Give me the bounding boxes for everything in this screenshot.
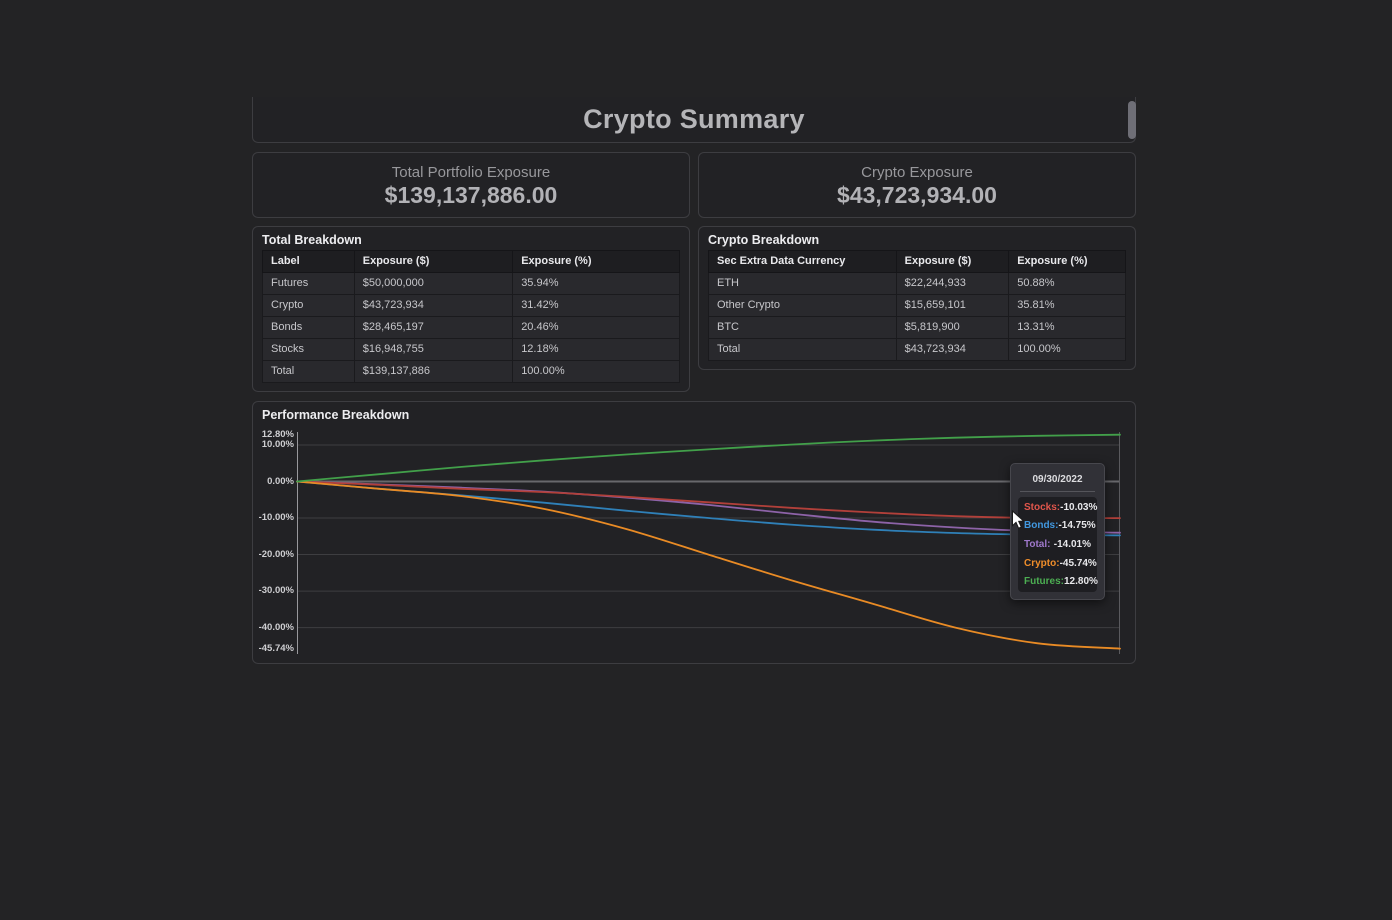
column-header: Label	[262, 250, 355, 273]
tooltip-row: Crypto: -45.74%	[1024, 554, 1097, 573]
tooltip-separator	[1020, 491, 1095, 492]
title-card: Crypto Summary	[252, 97, 1136, 143]
tooltip-series-value: -10.03%	[1060, 501, 1098, 513]
tooltip-row: Total: -14.01%	[1024, 535, 1091, 554]
tooltip-series-label: Crypto:	[1024, 557, 1060, 569]
summary-card-label: Total Portfolio Exposure	[391, 164, 551, 181]
table-row: Stocks $16,948,755 12.18%	[262, 338, 680, 361]
table-cell: ETH	[708, 272, 897, 295]
table-cell: Stocks	[262, 338, 355, 361]
series-line-bonds	[296, 480, 1121, 537]
y-axis-tick-label: -30.00%	[258, 585, 294, 597]
table-cell: 13.31%	[1008, 316, 1126, 339]
total-breakdown-table: Label Exposure ($) Exposure (%) Futures $50,…	[262, 250, 680, 383]
y-axis-tick-label: -10.00%	[258, 512, 294, 524]
table-cell: $43,723,934	[895, 338, 1010, 361]
total-breakdown-card: Total Breakdown Label Exposure ($) Exposur…	[252, 226, 690, 392]
tooltip-row: Stocks: -10.03%	[1024, 498, 1097, 517]
table-cell: BTC	[708, 316, 897, 339]
table-cell: Total	[708, 338, 897, 361]
scrollbar-thumb[interactable]	[1128, 101, 1136, 139]
y-axis-tick-label: 0.00%	[267, 475, 294, 487]
y-axis-tick-label: -20.00%	[258, 548, 294, 560]
table-cell: $139,137,886	[353, 360, 514, 383]
table-row: Bonds $28,465,197 20.46%	[262, 316, 680, 339]
tooltip-series-label: Bonds:	[1024, 520, 1059, 532]
table-cell: 35.94%	[512, 272, 680, 295]
column-header: Exposure (%)	[512, 250, 680, 273]
table-cell: $22,244,933	[895, 272, 1010, 295]
table-cell: Other Crypto	[708, 294, 897, 317]
tooltip-date: 09/30/2022	[1032, 474, 1083, 485]
series-line-total	[296, 480, 1121, 534]
crypto-exposure-card: Crypto Exposure $43,723,934.00	[698, 152, 1136, 218]
column-header: Sec Extra Data Currency	[708, 250, 897, 273]
table-cell: 100.00%	[512, 360, 680, 383]
table-cell: Crypto	[262, 294, 355, 317]
table-cell: 12.18%	[512, 338, 680, 361]
table-row: BTC $5,819,900 13.31%	[708, 316, 1126, 339]
tooltip-row: Bonds: -14.75%	[1024, 517, 1096, 536]
series-line-futures	[296, 433, 1121, 483]
table-cell: 100.00%	[1008, 338, 1126, 361]
table-cell: 31.42%	[512, 294, 680, 317]
tooltip-series-value: -14.01%	[1053, 538, 1091, 550]
crypto-breakdown-card: Crypto Breakdown Sec Extra Data Currency…	[698, 226, 1136, 370]
column-header: Exposure ($)	[353, 250, 514, 273]
total-portfolio-exposure-card: Total Portfolio Exposure $139,137,886.00	[252, 152, 690, 218]
summary-card-value: $43,723,934.00	[837, 182, 997, 208]
series-line-crypto	[296, 480, 1121, 650]
table-cell: Total	[262, 360, 355, 383]
table-cell: Futures	[262, 272, 355, 295]
y-axis-tick-label: 10.00%	[261, 438, 294, 450]
table-row: Total $139,137,886 100.00%	[262, 360, 680, 383]
table-title: Total Breakdown	[262, 233, 362, 247]
chart-tooltip: 09/30/2022 Stocks: -10.03% Bonds: -14.75% To…	[1010, 463, 1105, 600]
tooltip-series-value: -45.74%	[1059, 557, 1097, 569]
page-title: Crypto Summary	[583, 104, 805, 134]
tooltip-series-value: 12.80%	[1064, 576, 1098, 588]
tooltip-series-value: -14.75%	[1058, 520, 1096, 532]
table-cell: $28,465,197	[353, 316, 514, 339]
table-cell: $50,000,000	[353, 272, 514, 295]
summary-cards-row: Total Portfolio Exposure $139,137,886.00…	[252, 152, 1136, 218]
performance-line-chart[interactable]	[296, 428, 1121, 654]
table-row: Total $43,723,934 100.00%	[708, 338, 1126, 361]
tooltip-series-label: Futures:	[1024, 576, 1064, 588]
tables-row: Total Breakdown Label Exposure ($) Exposur…	[252, 226, 1136, 392]
series-line-stocks	[296, 480, 1121, 520]
table-cell: $15,659,101	[895, 294, 1010, 317]
table-cell: $16,948,755	[353, 338, 514, 361]
chart-title: Performance Breakdown	[262, 408, 410, 422]
table-header-row: Label Exposure ($) Exposure (%)	[262, 250, 680, 273]
crypto-breakdown-table: Sec Extra Data Currency Exposure ($) Expos…	[708, 250, 1126, 361]
y-axis-tick-label: -40.00%	[258, 621, 294, 633]
summary-card-label: Crypto Exposure	[861, 164, 973, 181]
column-header: Exposure ($)	[895, 250, 1010, 273]
table-cell: 50.88%	[1008, 272, 1126, 295]
table-row: ETH $22,244,933 50.88%	[708, 272, 1126, 295]
tooltip-row: Futures: 12.80%	[1024, 572, 1098, 591]
y-axis-tick-label: -45.74%	[258, 642, 294, 654]
table-cell: 20.46%	[512, 316, 680, 339]
dashboard-content: Crypto Summary Total Portfolio Exposure …	[252, 0, 1136, 664]
tooltip-series-label: Total:	[1024, 538, 1051, 550]
table-cell: $5,819,900	[895, 316, 1010, 339]
table-cell: $43,723,934	[353, 294, 514, 317]
summary-card-value: $139,137,886.00	[384, 182, 558, 208]
performance-breakdown-card: Performance Breakdown 12.80% 10.00% 0.00% -…	[252, 401, 1136, 664]
mouse-cursor-icon	[1012, 510, 1025, 529]
y-axis-tick-label: 12.80%	[261, 428, 294, 440]
table-row: Crypto $43,723,934 31.42%	[262, 294, 680, 317]
tooltip-body: Stocks: -10.03% Bonds: -14.75% Total: -14.01%…	[1018, 497, 1098, 592]
column-header: Exposure (%)	[1008, 250, 1126, 273]
table-cell: Bonds	[262, 316, 355, 339]
table-header-row: Sec Extra Data Currency Exposure ($) Expos…	[708, 250, 1126, 273]
table-title: Crypto Breakdown	[708, 233, 820, 247]
table-cell: 35.81%	[1008, 294, 1126, 317]
table-row: Other Crypto $15,659,101 35.81%	[708, 294, 1126, 317]
tooltip-series-label: Stocks:	[1024, 501, 1061, 513]
table-row: Futures $50,000,000 35.94%	[262, 272, 680, 295]
